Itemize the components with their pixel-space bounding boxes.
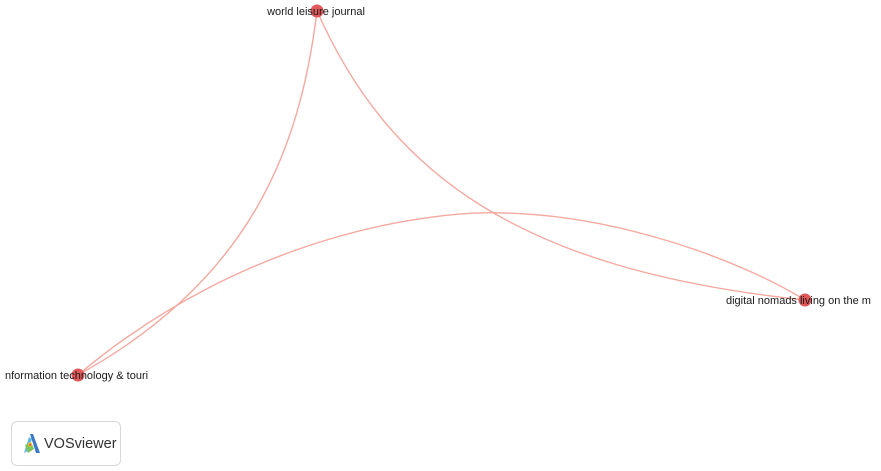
nodes-layer: world leisure journal digital nomads liv… [5, 4, 871, 383]
node-circle[interactable] [310, 4, 324, 18]
link-itt-dn [77, 212, 806, 376]
node-circle[interactable] [71, 368, 85, 382]
link-wlj-dn [316, 10, 806, 301]
vosviewer-logo-icon [24, 433, 40, 453]
node-label: nformation technology & touri [5, 370, 148, 382]
vosviewer-logo[interactable]: VOSviewer [11, 421, 121, 466]
vosviewer-logo-text: VOSviewer [44, 435, 117, 452]
node-label: world leisure journal [266, 6, 365, 18]
link-wlj-itt [77, 10, 318, 376]
node-label: digital nomads living on the m [726, 295, 871, 307]
links-layer [77, 10, 806, 376]
node-digital-nomads[interactable]: digital nomads living on the m [726, 293, 871, 308]
node-information-technology-tourism[interactable]: nformation technology & touri [5, 368, 148, 383]
node-world-leisure-journal[interactable]: world leisure journal [266, 4, 365, 19]
node-circle[interactable] [798, 293, 812, 307]
